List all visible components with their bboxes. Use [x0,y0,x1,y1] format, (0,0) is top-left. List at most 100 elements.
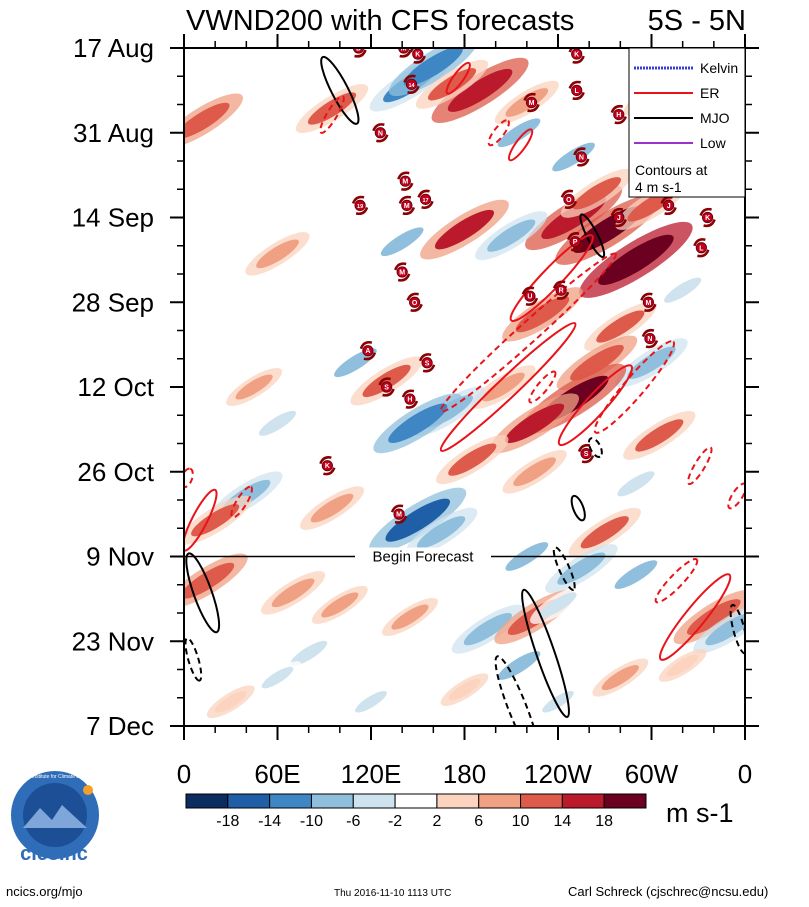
storm-marker: D [352,46,367,58]
anomaly-blob [245,232,310,276]
anomaly-core [258,410,297,436]
storm-letter: D [356,46,361,53]
storm-letter: H [407,397,412,404]
legend-box [628,47,746,198]
colorbar-swatch [352,793,396,809]
anomaly-core [601,665,639,691]
anomaly-blob [440,673,489,707]
anomaly-core [321,592,359,618]
anomaly-core [497,651,541,680]
y-tick-label: 31 Aug [73,118,154,148]
mjo-contour [521,588,570,718]
storm-marker: N [372,123,389,143]
anomaly-blob [530,585,586,624]
x-tick-label: 120E [341,759,402,789]
colorbar-swatch [478,793,522,809]
legend-label: ER [700,85,719,101]
cyclone-icon [521,286,539,306]
colorbar-label: -18 [216,813,239,830]
colorbar-label: 14 [553,813,571,830]
storm-letter: S [584,451,589,458]
storm-letter: M [529,100,535,107]
anomaly-core [447,68,513,112]
storm-letter: M [402,179,408,186]
storm-letter: L [699,245,704,252]
storm-dot [354,199,366,211]
colorbar: -18 -14 -10 -6 -2 2 6 10 14 18 [185,793,647,830]
colorbar-swatch [185,793,229,809]
legend-label: Kelvin [700,60,738,76]
anomaly-core [271,578,315,608]
colorbar-label: -2 [388,813,402,830]
storm-marker: K [568,48,585,64]
storm-letter: U [527,294,532,301]
er-contour [687,446,713,486]
legend-label: MJO [700,110,730,126]
colorbar-swatch [310,793,354,809]
er-contour [439,252,617,413]
cyclone-icon [409,48,426,64]
storm-marker: H [610,104,627,125]
anomaly-core [515,296,570,333]
colorbar-label: -10 [300,813,323,830]
cyclone-icon [610,104,627,125]
anomaly-blob [502,449,567,494]
storm-marker: K [319,456,336,476]
er-contour [509,234,594,322]
anomaly-core [380,227,424,257]
er-contour [528,370,557,404]
cyclone-icon [560,189,578,209]
storm-dot [401,199,413,211]
cyclone-icon [398,195,416,216]
footer-author: Carl Schreck (cjschrec@ncsu.edu) [568,884,769,899]
storm-letter: M [645,300,651,307]
storm-marker: H [401,389,419,409]
anomaly-core [448,443,497,476]
storm-letter: O [566,197,572,204]
x-tick-label: 60W [625,759,679,789]
storm-marker: O [406,292,423,312]
anomaly-blob [603,552,668,597]
anomaly-core [539,592,577,618]
y-tick-label: 26 Oct [77,457,154,487]
anomaly-blob [490,393,580,454]
colorbar-swatch [520,793,563,809]
colorbar-swatch [394,793,438,809]
er-contour [654,558,699,604]
storm-marker: 19 [351,195,369,216]
anomaly-blob [404,507,478,557]
cyclone-icon [372,123,389,143]
storm-letter: M [401,46,407,53]
legend-item-er: ER [634,85,719,101]
storm-letter: 14 [408,83,415,89]
x-tick-label: 120W [524,759,592,789]
storm-marker: M [390,504,408,524]
anomaly-core [666,654,699,677]
storm-dot [571,84,583,96]
anomaly-core [627,346,676,379]
er-contour [507,128,534,162]
anomaly-blob [502,287,583,342]
anomaly-core [261,666,294,689]
anomaly-blob [623,410,696,460]
anomaly-blob [184,93,243,148]
anomaly-blob [347,685,395,719]
anomaly-core [557,552,606,585]
cics-logo: Cooperative Institute for Climate and Sa… [4,771,107,865]
storm-dot [409,296,421,308]
footer-url[interactable]: ncics.org/mjo [6,884,83,899]
y-tick-label: 7 Dec [86,711,154,741]
storm-letter: N [378,130,383,137]
anomaly-core [513,457,556,487]
storm-letter: N [647,336,652,343]
anomaly-core [664,277,702,303]
cyclone-icon [568,80,585,100]
cyclone-icon [406,292,423,312]
storm-letter: L [575,88,580,95]
storm-dot [396,266,408,278]
anomaly-blob [299,486,365,530]
anomaly-blob [560,168,634,218]
storm-marker: 17 [417,189,434,209]
storm-marker: L [693,238,710,258]
er-contour [557,364,633,447]
